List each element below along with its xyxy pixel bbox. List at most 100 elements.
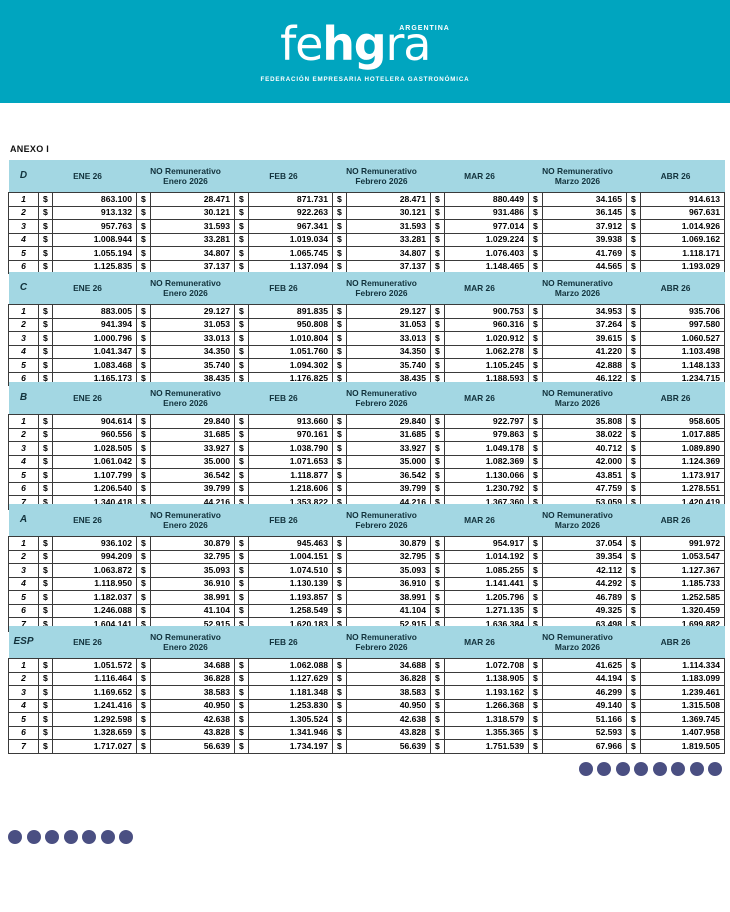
currency-symbol: $	[136, 454, 151, 469]
amount-cell: 945.463	[248, 536, 333, 551]
currency-symbol: $	[528, 427, 543, 442]
amount-cell: 44.194	[542, 671, 627, 686]
decorative-dot	[708, 762, 722, 776]
currency-symbol: $	[234, 441, 249, 456]
row-number: 5	[8, 358, 39, 373]
currency-symbol: $	[38, 725, 53, 740]
amount-cell: 36.542	[346, 468, 431, 483]
amount-cell: 41.220	[542, 344, 627, 359]
currency-symbol: $	[234, 344, 249, 359]
currency-symbol: $	[332, 414, 347, 429]
amount-cell: 967.341	[248, 219, 333, 234]
currency-symbol: $	[332, 358, 347, 373]
currency-symbol: $	[430, 414, 445, 429]
amount-cell: 936.102	[52, 536, 137, 551]
column-header-1: ENE 26	[38, 160, 137, 193]
amount-cell: 42.638	[346, 712, 431, 727]
currency-symbol: $	[332, 441, 347, 456]
column-header-4: NO Remunerativo Febrero 2026	[332, 272, 431, 305]
currency-symbol: $	[332, 317, 347, 332]
column-header-2: NO Remunerativo Enero 2026	[136, 272, 235, 305]
amount-cell: 41.625	[542, 658, 627, 673]
currency-symbol: $	[234, 205, 249, 220]
column-header-6: NO Remunerativo Marzo 2026	[528, 382, 627, 415]
currency-symbol: $	[136, 590, 151, 605]
table-row: 5 $1.055.194 $34.807 $1.065.745 $34.807 $1.07…	[8, 246, 726, 261]
currency-symbol: $	[528, 739, 543, 754]
amount-cell: 42.000	[542, 454, 627, 469]
amount-cell: 1.407.958	[639, 725, 726, 740]
table-row: 6 $1.328.659 $43.828 $1.341.946 $43.828 $1.35…	[8, 725, 726, 740]
amount-cell: 35.000	[346, 454, 431, 469]
salary-table: ESP ENE 26 NO Remunerativo Enero 2026 FEB 26…	[8, 626, 726, 754]
amount-cell: 994.209	[52, 549, 137, 564]
amount-cell: 29.840	[150, 414, 235, 429]
amount-cell: 40.712	[542, 441, 627, 456]
amount-cell: 41.769	[542, 246, 627, 261]
table-row: 3 $1.169.652 $38.583 $1.181.348 $38.583 $1.19…	[8, 685, 726, 700]
currency-symbol: $	[136, 232, 151, 247]
currency-symbol: $	[234, 658, 249, 673]
currency-symbol: $	[38, 468, 53, 483]
amount-cell: 922.797	[444, 414, 529, 429]
currency-symbol: $	[136, 725, 151, 740]
decorative-dot	[652, 762, 667, 776]
currency-symbol: $	[430, 549, 445, 564]
amount-cell: 1.369.745	[639, 712, 726, 727]
amount-cell: 36.542	[150, 468, 235, 483]
currency-symbol: $	[626, 454, 641, 469]
currency-symbol: $	[626, 658, 641, 673]
brand-banner: fehgra ARGENTINA FEDERACIÓN EMPRESARIA H…	[0, 0, 730, 103]
amount-cell: 52.593	[542, 725, 627, 740]
amount-cell: 1.182.037	[52, 590, 137, 605]
amount-cell: 1.271.135	[444, 603, 529, 618]
column-header-2: NO Remunerativo Enero 2026	[136, 626, 235, 659]
column-header-3: FEB 26	[234, 504, 333, 537]
currency-symbol: $	[136, 246, 151, 261]
currency-symbol: $	[528, 481, 543, 496]
table-header-row: A ENE 26 NO Remunerativo Enero 2026 FEB 26 NO…	[8, 504, 725, 537]
decorative-dot	[671, 762, 685, 776]
currency-symbol: $	[528, 712, 543, 727]
table-row: 4 $1.118.950 $36.910 $1.130.139 $36.910 $1.14…	[8, 576, 726, 591]
category-label: B	[8, 382, 39, 415]
amount-cell: 913.660	[248, 414, 333, 429]
column-header-7: ABR 26	[626, 382, 725, 415]
row-number: 7	[8, 739, 39, 754]
column-header-7: ABR 26	[626, 160, 725, 193]
currency-symbol: $	[234, 358, 249, 373]
currency-symbol: $	[136, 671, 151, 686]
amount-cell: 34.807	[150, 246, 235, 261]
table-header-row: D ENE 26 NO Remunerativo Enero 2026 FEB 26 NO…	[8, 160, 725, 193]
column-header-2: NO Remunerativo Enero 2026	[136, 504, 235, 537]
currency-symbol: $	[234, 685, 249, 700]
amount-cell: 1.125.835	[52, 259, 137, 274]
currency-symbol: $	[626, 739, 641, 754]
currency-symbol: $	[430, 603, 445, 618]
amount-cell: 1.062.278	[444, 344, 529, 359]
row-number: 3	[8, 685, 39, 700]
amount-cell: 1.127.367	[639, 563, 726, 578]
currency-symbol: $	[38, 536, 53, 551]
amount-cell: 1.082.369	[444, 454, 529, 469]
column-header-4: NO Remunerativo Febrero 2026	[332, 382, 431, 415]
amount-cell: 991.972	[639, 536, 726, 551]
amount-cell: 1.292.598	[52, 712, 137, 727]
currency-symbol: $	[626, 590, 641, 605]
decorative-dot	[119, 830, 133, 844]
currency-symbol: $	[626, 441, 641, 456]
table-row: 6 $1.246.088 $41.104 $1.258.549 $41.104 $1.27…	[8, 603, 726, 618]
amount-cell: 31.685	[346, 427, 431, 442]
currency-symbol: $	[38, 712, 53, 727]
amount-cell: 43.828	[150, 725, 235, 740]
amount-cell: 1.258.549	[248, 603, 333, 618]
amount-cell: 37.137	[150, 259, 235, 274]
salary-table: A ENE 26 NO Remunerativo Enero 2026 FEB 26 NO…	[8, 504, 726, 632]
amount-cell: 1.169.652	[52, 685, 137, 700]
currency-symbol: $	[38, 232, 53, 247]
amount-cell: 38.991	[346, 590, 431, 605]
logo-wordmark-prefix: fe	[280, 16, 323, 71]
currency-symbol: $	[136, 427, 151, 442]
amount-cell: 1.028.505	[52, 441, 137, 456]
currency-symbol: $	[626, 344, 641, 359]
